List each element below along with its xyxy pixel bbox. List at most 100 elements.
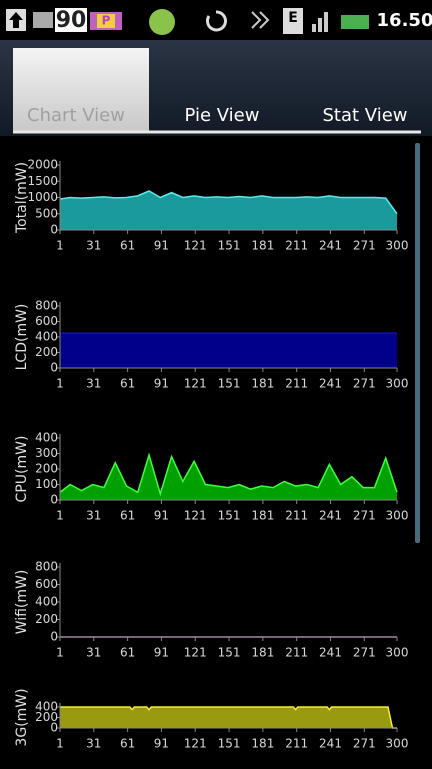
x-tick-label: 151 bbox=[218, 239, 241, 253]
tab-label[interactable]: Pie View bbox=[185, 105, 260, 126]
x-tick-label: 211 bbox=[285, 509, 308, 523]
x-tick-label: 300 bbox=[386, 239, 409, 253]
x-tick-label: 91 bbox=[154, 377, 169, 391]
android-icon bbox=[149, 9, 175, 35]
y-axis-label: 3G(mW) bbox=[14, 688, 30, 746]
x-tick-label: 1 bbox=[56, 646, 64, 660]
x-tick-label: 181 bbox=[251, 646, 274, 660]
x-tick-label: 91 bbox=[154, 737, 169, 751]
x-tick-label: 121 bbox=[184, 239, 207, 253]
x-tick-label: 271 bbox=[353, 509, 376, 523]
signal-bar bbox=[324, 12, 328, 32]
y-tick-label: 200 bbox=[35, 462, 58, 476]
x-tick-label: 121 bbox=[184, 737, 207, 751]
x-tick-label: 121 bbox=[184, 377, 207, 391]
y-tick-label: 400 bbox=[35, 431, 58, 445]
x-tick-label: 241 bbox=[319, 737, 342, 751]
x-tick-label: 1 bbox=[56, 377, 64, 391]
x-tick-label: 1 bbox=[56, 239, 64, 253]
badge-text: 90 bbox=[56, 8, 87, 33]
y-tick-label: 1500 bbox=[27, 174, 58, 188]
x-tick-label: 271 bbox=[353, 377, 376, 391]
page: { "status_bar": {"badge": "90", "app_ico… bbox=[0, 0, 432, 769]
x-tick-label: 181 bbox=[251, 239, 274, 253]
y-axis-label: Total(mW) bbox=[14, 162, 30, 234]
x-tick-label: 61 bbox=[120, 239, 135, 253]
area bbox=[60, 333, 397, 368]
x-tick-label: 151 bbox=[218, 646, 241, 660]
y-axis-label: Wifi(mW) bbox=[14, 570, 30, 635]
mail-icon bbox=[33, 12, 53, 28]
x-tick-label: 121 bbox=[184, 509, 207, 523]
x-tick-label: 211 bbox=[285, 377, 308, 391]
x-tick-label: 300 bbox=[386, 509, 409, 523]
x-tick-label: 31 bbox=[86, 646, 101, 660]
x-tick-label: 91 bbox=[154, 239, 169, 253]
y-tick-label: 500 bbox=[35, 206, 58, 220]
x-tick-label: 300 bbox=[386, 646, 409, 660]
y-tick-label: 0 bbox=[50, 630, 58, 644]
x-tick-label: 271 bbox=[353, 737, 376, 751]
y-tick-label: 200 bbox=[35, 612, 58, 626]
signal-bar bbox=[318, 18, 322, 32]
x-tick-label: 241 bbox=[319, 377, 342, 391]
x-tick-label: 31 bbox=[86, 239, 101, 253]
x-tick-label: 91 bbox=[154, 646, 169, 660]
x-tick-label: 61 bbox=[120, 646, 135, 660]
y-axis-label: LCD(mW) bbox=[14, 304, 30, 371]
y-tick-label: 1000 bbox=[27, 190, 58, 204]
y-tick-label: 400 bbox=[35, 700, 58, 714]
network-text: E bbox=[288, 10, 298, 26]
tab-label[interactable]: Chart View bbox=[27, 105, 125, 126]
y-tick-label: 2000 bbox=[27, 158, 58, 172]
x-tick-label: 61 bbox=[120, 509, 135, 523]
y-tick-label: 0 bbox=[50, 493, 58, 507]
y-tick-label: 200 bbox=[35, 345, 58, 359]
y-tick-label: 0 bbox=[50, 223, 58, 237]
scrollbar bbox=[415, 143, 420, 543]
x-tick-label: 241 bbox=[319, 509, 342, 523]
y-tick-label: 100 bbox=[35, 477, 58, 491]
battery-icon bbox=[341, 15, 369, 29]
x-tick-label: 31 bbox=[86, 737, 101, 751]
app-icon-text: P bbox=[102, 14, 111, 28]
area bbox=[60, 707, 397, 728]
x-tick-label: 271 bbox=[353, 239, 376, 253]
x-tick-label: 91 bbox=[154, 509, 169, 523]
x-tick-label: 151 bbox=[218, 509, 241, 523]
y-tick-label: 800 bbox=[35, 299, 58, 313]
x-tick-label: 121 bbox=[184, 646, 207, 660]
x-tick-label: 241 bbox=[319, 646, 342, 660]
x-tick-label: 61 bbox=[120, 377, 135, 391]
x-tick-label: 151 bbox=[218, 377, 241, 391]
signal-bar bbox=[312, 24, 316, 32]
y-tick-label: 800 bbox=[35, 560, 58, 574]
x-tick-label: 211 bbox=[285, 737, 308, 751]
x-tick-label: 211 bbox=[285, 239, 308, 253]
screen: 90 P E 16.50 Chart View Pie View Stat View… bbox=[0, 0, 432, 769]
y-tick-label: 600 bbox=[35, 577, 58, 591]
tab-label[interactable]: Stat View bbox=[322, 105, 407, 126]
y-tick-label: 600 bbox=[35, 314, 58, 328]
y-tick-label: 400 bbox=[35, 595, 58, 609]
y-tick-label: 400 bbox=[35, 330, 58, 344]
x-tick-label: 181 bbox=[251, 737, 274, 751]
x-tick-label: 31 bbox=[86, 509, 101, 523]
x-tick-label: 151 bbox=[218, 737, 241, 751]
clock: 16.50 bbox=[377, 10, 432, 31]
x-tick-label: 181 bbox=[251, 509, 274, 523]
area bbox=[60, 455, 397, 500]
x-tick-label: 1 bbox=[56, 737, 64, 751]
x-tick-label: 1 bbox=[56, 509, 64, 523]
x-tick-label: 300 bbox=[386, 737, 409, 751]
y-tick-label: 300 bbox=[35, 446, 58, 460]
y-tick-label: 0 bbox=[50, 361, 58, 375]
x-tick-label: 181 bbox=[251, 377, 274, 391]
x-tick-label: 211 bbox=[285, 646, 308, 660]
y-axis-label: CPU(mW) bbox=[14, 436, 30, 503]
